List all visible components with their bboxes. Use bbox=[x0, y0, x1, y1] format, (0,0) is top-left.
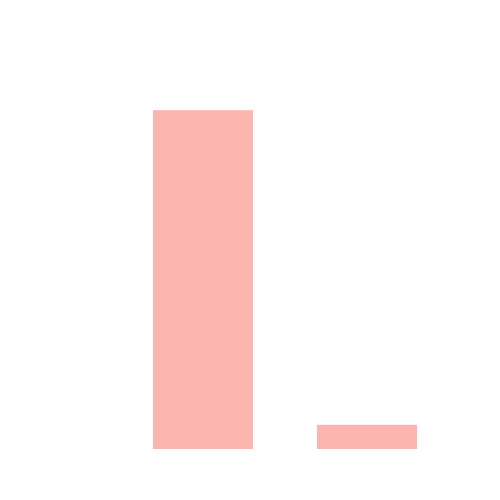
bar bbox=[316, 424, 418, 449]
bar bbox=[152, 110, 254, 449]
